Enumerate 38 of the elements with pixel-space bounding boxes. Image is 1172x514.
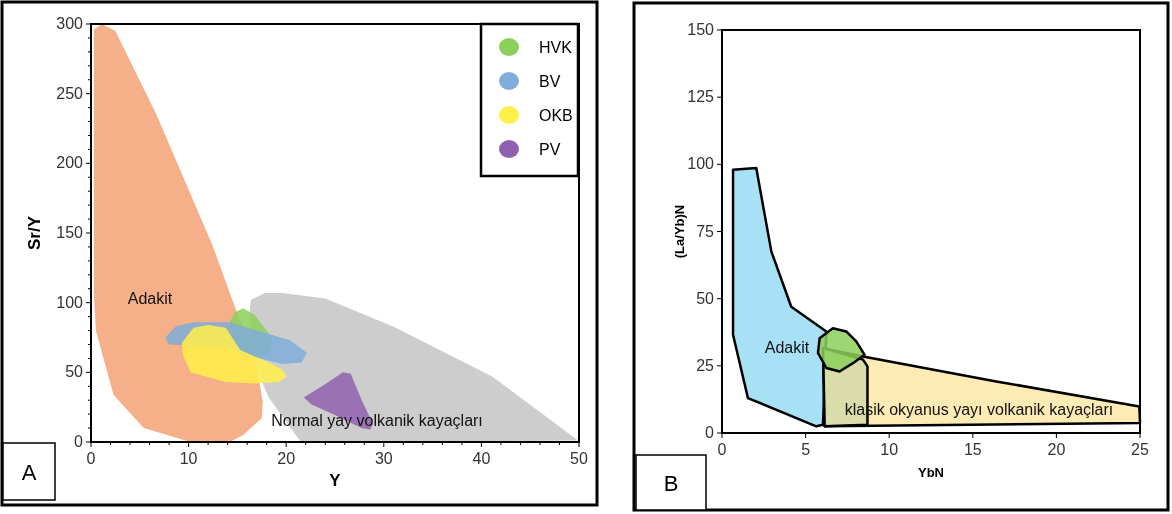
annotation: Adakit: [127, 290, 173, 307]
text: B: [663, 470, 679, 496]
y-tick-label: 0: [705, 424, 715, 441]
legend-label: BV: [539, 73, 561, 90]
x-tick-label: 20: [277, 450, 296, 467]
y-axis-title: Sr/Y: [25, 215, 44, 251]
legend-label: OKB: [539, 107, 573, 124]
x-tick-label: 25: [1131, 441, 1149, 458]
y-tick-label: 100: [687, 155, 715, 173]
annotation: Normal yay volkanik kayaçları: [271, 412, 483, 429]
y-axis-title: (La/Yb)N: [672, 204, 687, 259]
x-tick-label: 15: [963, 441, 982, 458]
x-tick-label: 5: [801, 441, 811, 458]
x-axis-title: Y: [329, 471, 342, 490]
y-tick-label: 25: [696, 356, 715, 374]
legend-label: HVK: [539, 39, 573, 56]
y-tick-label: 150: [687, 21, 715, 38]
x-axis-title: YbN: [918, 465, 944, 480]
y-tick-label: 150: [56, 224, 84, 241]
x-tick-label: 0: [717, 441, 727, 458]
y-tick-label: 75: [696, 222, 715, 240]
y-tick-label: 100: [56, 293, 84, 311]
x-tick-label: 0: [86, 450, 96, 467]
text: A: [21, 459, 37, 485]
x-tick-label: 20: [1047, 441, 1066, 458]
x-tick-label: 40: [472, 450, 491, 467]
y-tick-label: 125: [687, 88, 715, 106]
x-tick-label: 10: [179, 450, 198, 467]
legend-label: PV: [539, 141, 561, 158]
y-tick-label: 200: [56, 154, 84, 172]
y-tick-label: 50: [696, 289, 715, 307]
x-tick-label: 50: [570, 450, 588, 467]
y-tick-label: 50: [65, 363, 84, 381]
y-tick-label: 250: [56, 84, 84, 102]
x-tick-label: 10: [880, 441, 899, 458]
y-tick-label: 300: [56, 15, 84, 32]
x-tick-label: 30: [374, 450, 393, 467]
annotation: Adakit: [764, 339, 810, 356]
